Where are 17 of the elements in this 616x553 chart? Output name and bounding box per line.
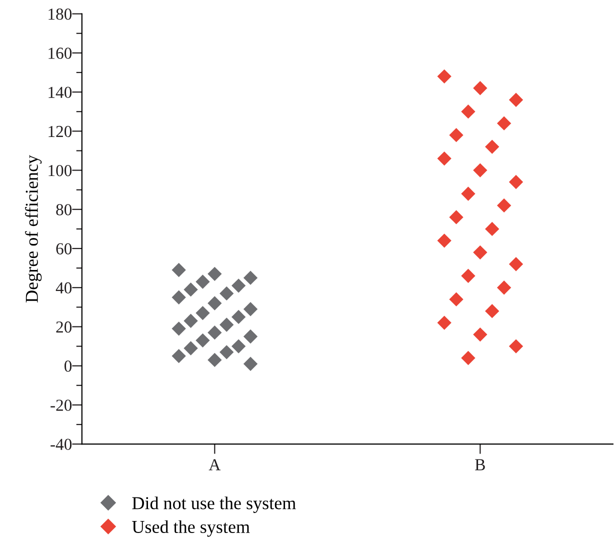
y-tick-label: 160 [48, 48, 72, 59]
y-tick-label: 0 [64, 360, 72, 372]
y-tick-label: 20 [56, 321, 72, 333]
y-tick-label: 100 [48, 164, 72, 176]
legend-label: Did not use the system [132, 496, 296, 513]
y-tick-label: 40 [56, 282, 72, 294]
y-tick-label: 120 [48, 126, 72, 138]
y-tick-label: 140 [48, 86, 72, 98]
x-tick-label: A [208, 459, 221, 470]
y-tick-label: -20 [50, 400, 72, 411]
y-axis-title: Degree of efficiency [25, 154, 42, 302]
x-tick-label: B [475, 459, 485, 470]
y-tick-label: 80 [56, 204, 72, 216]
legend-label: Used the system [132, 520, 250, 537]
y-tick-label: -40 [50, 438, 72, 450]
y-tick-label: 180 [48, 8, 72, 20]
y-tick-label: 60 [56, 243, 72, 254]
